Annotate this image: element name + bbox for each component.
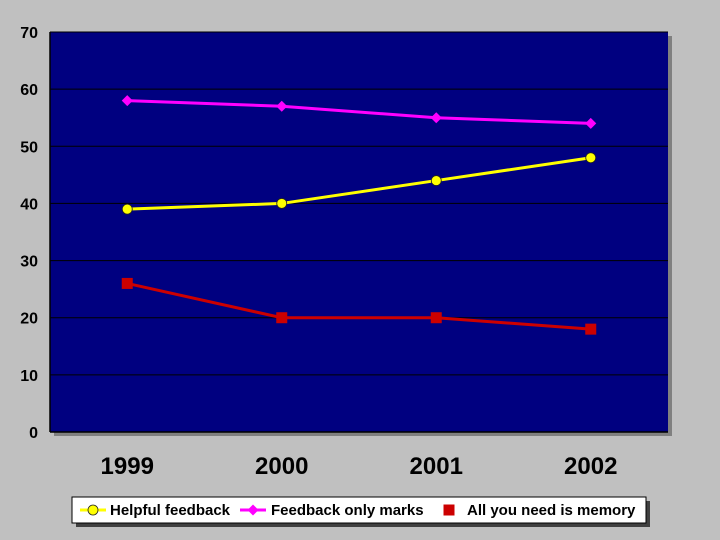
y-tick-label: 50 xyxy=(20,139,38,156)
x-axis: 1999 2000 2001 2002 xyxy=(50,431,668,480)
data-point-helpful-feedback xyxy=(430,175,442,186)
data-point-all-you-need-is-memory xyxy=(121,277,133,289)
x-tick-label: 2002 xyxy=(564,453,617,480)
y-tick-label: 10 xyxy=(20,368,38,385)
y-tick-label: 30 xyxy=(20,254,38,271)
legend-label: All you need is memory xyxy=(467,502,636,519)
x-tick-label: 1999 xyxy=(101,453,154,480)
y-tick-label: 0 xyxy=(29,425,38,442)
legend-marker-feedback-only-marks xyxy=(247,504,259,516)
data-point-feedback-only-marks xyxy=(121,95,133,107)
data-point-all-you-need-is-memory xyxy=(276,312,288,324)
series-line-feedback-only-marks xyxy=(127,99,591,125)
y-axis: 0 10 20 30 40 50 60 70 xyxy=(20,25,51,442)
data-point-helpful-feedback xyxy=(585,152,597,164)
legend-marker-all-you-need-is-memory xyxy=(443,504,455,516)
legend: Helpful feedback Feedback only marks All y… xyxy=(71,496,650,527)
series-feedback-only-marks xyxy=(121,95,597,129)
series-helpful-feedback xyxy=(121,152,597,215)
legend-item-feedback-only-marks: Feedback only marks xyxy=(240,502,424,519)
legend-item-all-you-need-is-memory: All you need is memory xyxy=(443,502,636,519)
plot-area xyxy=(50,32,668,432)
legend-item-helpful-feedback: Helpful feedback xyxy=(80,502,231,519)
data-point-all-you-need-is-memory xyxy=(585,323,597,335)
legend-label: Feedback only marks xyxy=(271,502,424,519)
legend-box xyxy=(71,496,647,524)
legend-marker-helpful-feedback xyxy=(87,504,99,516)
data-point-feedback-only-marks xyxy=(430,112,442,124)
y-tick-label: 70 xyxy=(20,25,38,42)
series-all-you-need-is-memory xyxy=(121,277,597,335)
legend-label: Helpful feedback xyxy=(110,502,231,519)
series-line-all-you-need-is-memory xyxy=(126,281,591,331)
series-line-helpful-feedback xyxy=(127,156,591,211)
data-point-helpful-feedback xyxy=(121,203,133,215)
data-point-feedback-only-marks xyxy=(585,117,597,129)
data-point-all-you-need-is-memory xyxy=(430,312,442,324)
x-tick-label: 2000 xyxy=(255,453,308,480)
x-tick-label: 2001 xyxy=(410,453,463,480)
series-group xyxy=(121,95,597,335)
data-point-helpful-feedback xyxy=(276,198,288,209)
y-tick-label: 20 xyxy=(20,311,38,328)
data-point-feedback-only-marks xyxy=(276,100,288,112)
y-tick-label: 60 xyxy=(20,82,38,99)
y-tick-label: 40 xyxy=(20,196,38,213)
